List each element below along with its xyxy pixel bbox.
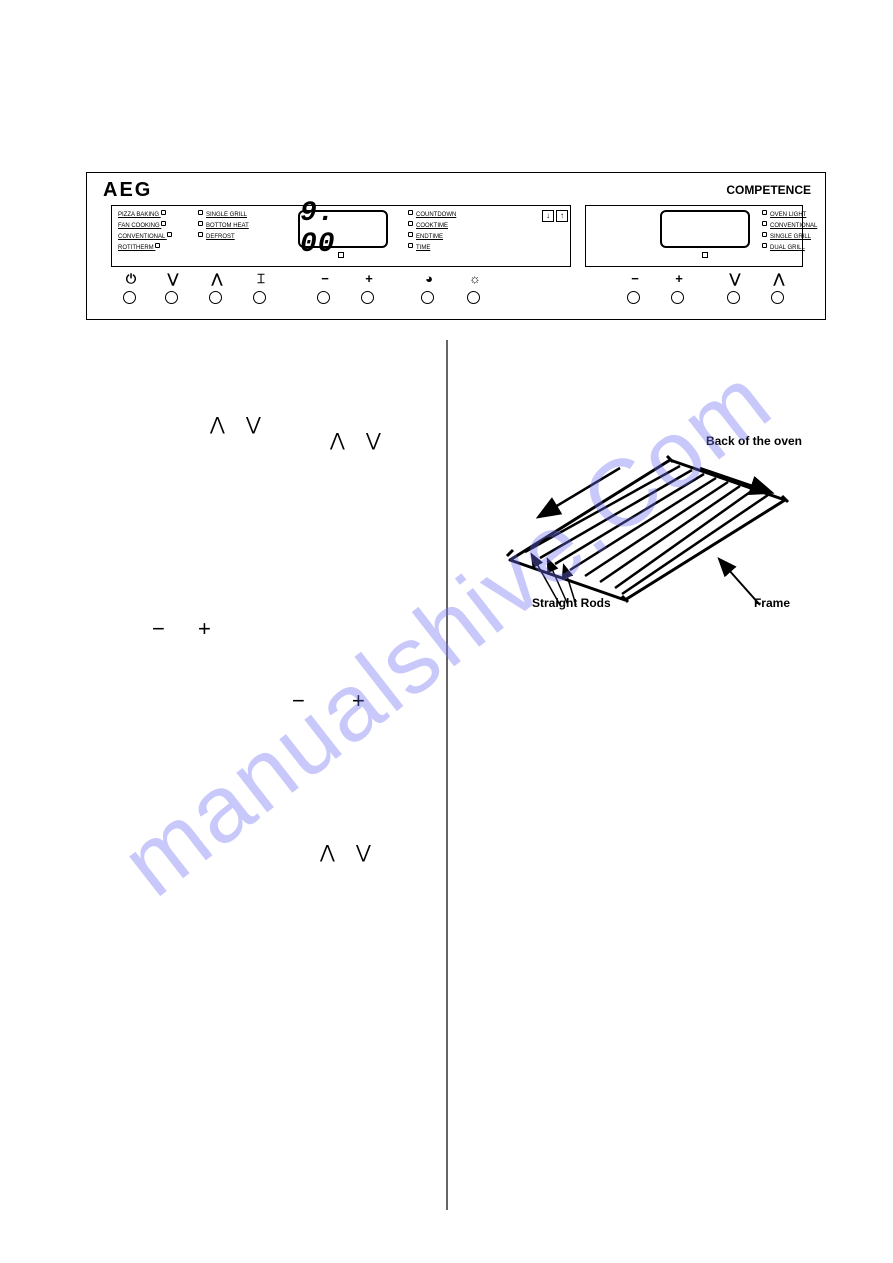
rfunc-conventional: CONVENTIONAL xyxy=(762,221,817,232)
sun-icon: ☼ xyxy=(467,271,483,286)
scatter-down-2: ⋁ xyxy=(366,430,381,451)
pin-icon: ⌶ xyxy=(253,271,269,287)
brand-logo: AEG xyxy=(103,179,152,202)
btn-down[interactable] xyxy=(165,291,178,304)
plus2-icon: + xyxy=(671,271,687,286)
timer-cooktime: COOKTIME xyxy=(408,221,456,232)
minus2-icon: − xyxy=(627,271,643,286)
minus-icon: − xyxy=(317,271,333,286)
scatter-plus-2: + xyxy=(352,688,365,714)
btn-down2[interactable] xyxy=(727,291,740,304)
scatter-plus-1: + xyxy=(198,616,211,642)
brand-right: COMPETENCE xyxy=(726,183,811,197)
scatter-minus-2: − xyxy=(292,688,305,714)
scatter-minus-1: − xyxy=(152,616,165,642)
scatter-down-3: ⋁ xyxy=(356,842,371,863)
scatter-up-2: ⋀ xyxy=(330,430,345,451)
arrow-down-box[interactable]: ↓ xyxy=(542,210,554,222)
plus-icon: + xyxy=(361,271,377,286)
oven-rack-diagram: Back of the oven Straight Rods Frame xyxy=(470,420,810,640)
btn-minus[interactable] xyxy=(317,291,330,304)
up-icon: ⋀ xyxy=(209,271,225,287)
btn-plus2[interactable] xyxy=(671,291,684,304)
up2-icon: ⋀ xyxy=(771,271,787,287)
label-back: Back of the oven xyxy=(706,434,802,448)
lcd-display: 9. 00 xyxy=(298,210,388,248)
btn-plus[interactable] xyxy=(361,291,374,304)
arrow-up-box[interactable]: ↑ xyxy=(556,210,568,222)
rfunc-dualgrill: DUAL GRILL xyxy=(762,243,817,254)
scatter-up-1: ⋀ xyxy=(210,414,225,435)
down-icon: ⋁ xyxy=(165,271,181,287)
right-inner-box: OVEN LIGHT CONVENTIONAL SINGLE GRILL DUA… xyxy=(585,205,803,267)
func-defrost: DEFROST xyxy=(198,232,249,243)
rfunc-ovenlight: OVEN LIGHT xyxy=(762,210,817,221)
label-rods: Straight Rods xyxy=(532,596,611,610)
scatter-down-1: ⋁ xyxy=(246,414,261,435)
btn-minus2[interactable] xyxy=(627,291,640,304)
btn-clock[interactable] xyxy=(421,291,434,304)
func-pizza: PIZZA BAKING xyxy=(118,210,175,221)
func-fan: FAN COOKING xyxy=(118,221,175,232)
btn-up2[interactable] xyxy=(771,291,784,304)
timer-list: COUNTDOWN COOKTIME ENDTIME TIME xyxy=(408,210,456,254)
symbol-row: ⏻ ⋁ ⋀ ⌶ − + ◕ ☼ − + ⋁ ⋀ xyxy=(87,271,825,289)
func-rotitherm: ROTITHERM xyxy=(118,243,175,254)
timer-time: TIME xyxy=(408,243,456,254)
label-frame: Frame xyxy=(754,596,790,610)
func-bottom-heat: BOTTOM HEAT xyxy=(198,221,249,232)
right-lcd-indicator xyxy=(702,252,708,258)
func-conventional: CONVENTIONAL xyxy=(118,232,175,243)
divider-line xyxy=(446,340,448,1210)
timer-endtime: ENDTIME xyxy=(408,232,456,243)
btn-pin[interactable] xyxy=(253,291,266,304)
control-panel: AEG COMPETENCE PIZZA BAKING FAN COOKING … xyxy=(86,172,826,320)
circle-row xyxy=(87,291,825,311)
func-list-a: PIZZA BAKING FAN COOKING CONVENTIONAL RO… xyxy=(118,210,175,254)
clock-icon: ◕ xyxy=(421,271,437,286)
func-list-b: SINGLE GRILL BOTTOM HEAT DEFROST xyxy=(198,210,249,243)
left-inner-box: PIZZA BAKING FAN COOKING CONVENTIONAL RO… xyxy=(111,205,571,267)
down2-icon: ⋁ xyxy=(727,271,743,287)
lcd-indicator xyxy=(338,252,344,258)
func-single-grill: SINGLE GRILL xyxy=(198,210,249,221)
btn-up[interactable] xyxy=(209,291,222,304)
right-func-list: OVEN LIGHT CONVENTIONAL SINGLE GRILL DUA… xyxy=(762,210,817,254)
rfunc-singlegrill: SINGLE GRILL xyxy=(762,232,817,243)
power-icon: ⏻ xyxy=(123,271,139,287)
right-lcd xyxy=(660,210,750,248)
scatter-up-3: ⋀ xyxy=(320,842,335,863)
btn-power[interactable] xyxy=(123,291,136,304)
timer-countdown: COUNTDOWN xyxy=(408,210,456,221)
btn-sun[interactable] xyxy=(467,291,480,304)
